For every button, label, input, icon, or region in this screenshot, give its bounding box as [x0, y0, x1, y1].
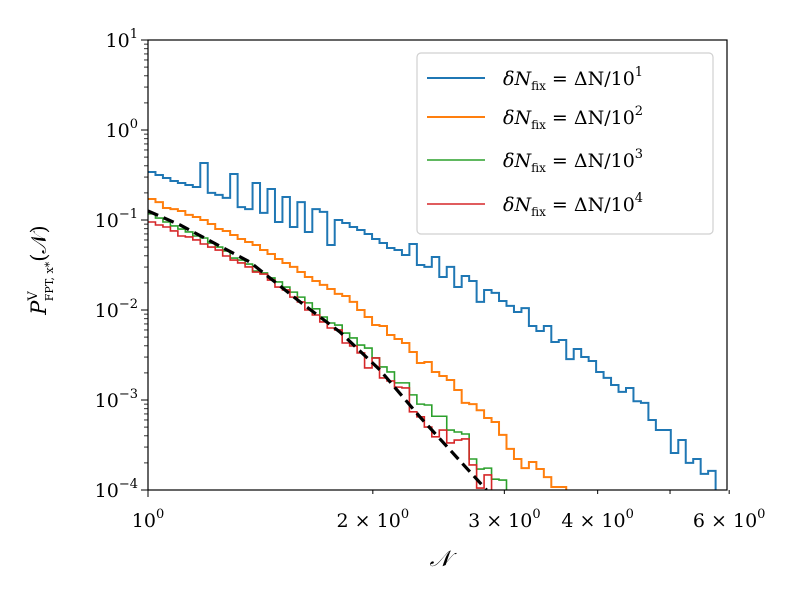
- y-tick-label: 10−3: [95, 387, 138, 412]
- ticks-layer: 100 2 × 100 3 × 100 4 × 100 6 × 100 101 100 10−…: [95, 27, 766, 532]
- legend: δNfix = ΔN/101 δNfix = ΔN/102 δNfix = ΔN/1…: [416, 52, 714, 235]
- y-tick-label: 100: [106, 117, 138, 142]
- y-label-sub: FPT, x*: [43, 261, 56, 301]
- legend-label-2: δNfix = ΔN/102: [503, 104, 643, 132]
- legend-label-1: δNfix = ΔN/101: [503, 65, 643, 93]
- x-tick-label: 3 × 100: [468, 507, 541, 532]
- x-tick-label: 2 × 100: [337, 507, 410, 532]
- x-tick-label: 100: [132, 507, 164, 532]
- series-line-4: [148, 221, 493, 490]
- series-line-1: [148, 161, 717, 490]
- series-line-2: [148, 198, 568, 490]
- legend-label-4: δNfix = ΔN/104: [503, 191, 643, 219]
- y-tick-label: 10−2: [95, 297, 138, 322]
- y-tick-label: 101: [106, 27, 138, 52]
- x-axis-label: 𝒩: [429, 547, 457, 572]
- y-label-base: P: [27, 300, 51, 316]
- series-layer: [148, 161, 717, 490]
- y-axis-label: PV FPT, x*(𝒩): [26, 225, 56, 316]
- legend-box: [416, 52, 714, 235]
- plot-frame: [147, 39, 728, 491]
- y-label-arg: (𝒩): [27, 225, 51, 262]
- series-line-3: [148, 213, 508, 490]
- x-tick-label: 4 × 100: [561, 507, 634, 532]
- y-tick-label: 10−1: [95, 207, 138, 232]
- y-tick-label: 10−4: [95, 477, 138, 502]
- legend-label-3: δNfix = ΔN/103: [503, 147, 643, 175]
- x-tick-label: 6 × 100: [693, 507, 766, 532]
- y-label-sup: V: [26, 291, 41, 302]
- reference-dashed-curve: [148, 209, 488, 490]
